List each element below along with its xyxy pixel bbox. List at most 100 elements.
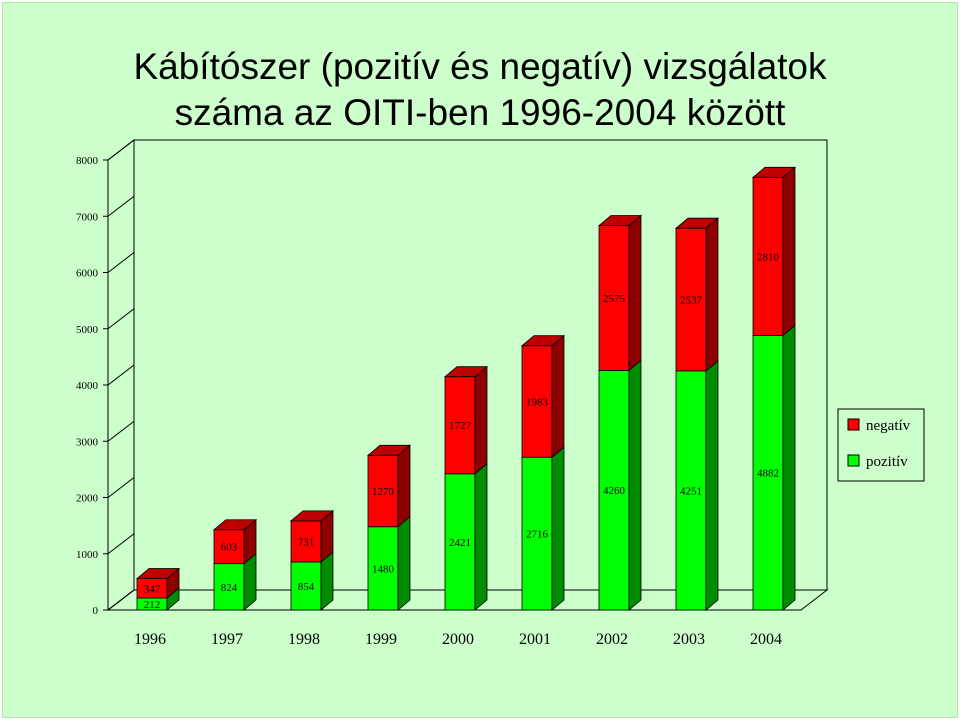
- y-tick-label: 0: [93, 605, 99, 617]
- bar-side-face: [782, 166, 796, 337]
- data-label: 603: [221, 542, 238, 554]
- bar-side-face: [551, 446, 565, 611]
- bar-front-face: [290, 561, 322, 611]
- y-gridline-diagonal: [107, 252, 135, 273]
- data-label: 4251: [680, 485, 702, 497]
- bar-segment: [598, 359, 642, 611]
- bar-segment: [674, 217, 720, 372]
- bar-segment: [597, 214, 643, 372]
- bar-top-face: [520, 335, 566, 347]
- x-tick-label: 2000: [442, 631, 474, 648]
- x-axis: 1996 1997 1998 1999 2000 2001 2002 2003 2004: [134, 631, 782, 648]
- y-tick-label: 7000: [76, 211, 99, 223]
- title-line-2: száma az OITI-ben 1996-2004 között: [174, 92, 786, 133]
- bar-top-face: [212, 519, 258, 531]
- bar-segment: [290, 551, 334, 611]
- y-gridline-diagonal: [107, 308, 135, 330]
- bar-front-face: [752, 176, 784, 336]
- legend-label: pozitív: [866, 454, 908, 470]
- bar-segment: [520, 334, 566, 459]
- data-label: 2421: [449, 537, 471, 549]
- y-gridline-diagonal: [107, 533, 135, 555]
- legend-box: [837, 408, 925, 482]
- bar-side-face: [782, 324, 796, 611]
- chart-title: Kábítószer (pozitív és negatív) vizsgála…: [0, 44, 960, 136]
- bars-layer: [135, 166, 797, 611]
- bar-front-face: [367, 454, 399, 528]
- bar-side-face: [705, 360, 719, 611]
- y-tick-label: 4000: [76, 380, 99, 392]
- x-tick-label: 2003: [673, 631, 705, 648]
- bar-top-face: [597, 215, 643, 226]
- data-label: 824: [221, 582, 238, 594]
- x-tick-label: 2004: [750, 631, 782, 648]
- data-label: 731: [298, 536, 315, 548]
- bar-front-face: [521, 345, 553, 458]
- bar-top-face: [366, 444, 412, 456]
- bar-segment: [212, 518, 258, 565]
- legend-swatch: [847, 418, 860, 431]
- y-gridline-diagonal: [107, 477, 135, 498]
- bar-side-face: [551, 334, 565, 459]
- data-label: 2575: [603, 293, 626, 305]
- bar-top-face: [674, 217, 720, 229]
- bar-front-face: [521, 456, 553, 611]
- y-gridline-diagonal: [107, 589, 135, 611]
- data-label: 347: [144, 583, 161, 595]
- x-tick-label: 1997: [211, 631, 243, 648]
- legend: negatív pozitív: [837, 408, 925, 482]
- y-tick-label: 1000: [76, 549, 99, 561]
- bar-segment: [135, 567, 181, 599]
- data-label: 1727: [449, 420, 472, 432]
- bar-top-face: [751, 166, 797, 178]
- bar-front-face: [598, 369, 630, 611]
- data-label: 2716: [526, 529, 549, 541]
- bar-side-face: [705, 217, 719, 372]
- y-tick-label: 6000: [76, 268, 99, 280]
- data-label: 212: [144, 599, 161, 611]
- bar-front-face: [444, 473, 476, 611]
- y-tick-label: 5000: [76, 324, 99, 336]
- bar-segment: [521, 446, 565, 611]
- bar-segment: [443, 365, 489, 475]
- data-label: 4882: [757, 468, 779, 480]
- y-gridline-diagonal: [107, 195, 135, 217]
- bar-segment: [752, 324, 796, 611]
- bar-front-face: [675, 227, 707, 372]
- bar-front-face: [752, 334, 784, 611]
- bar-front-face: [367, 526, 399, 611]
- legend-swatch: [847, 454, 860, 467]
- y-gridline-diagonal: [107, 420, 135, 442]
- bar-side-face: [397, 444, 411, 528]
- data-label: 2810: [757, 251, 780, 263]
- bar-top-face: [135, 568, 181, 579]
- data-label: 1270: [372, 486, 395, 498]
- bar-side-face: [474, 462, 488, 611]
- y-axis: 0 1000 2000 3000 4000 5000 6000 7000 8000: [76, 139, 135, 617]
- y-tick-label: 3000: [76, 436, 99, 448]
- data-label: 854: [298, 581, 315, 593]
- x-tick-label: 1996: [134, 631, 166, 648]
- bar-top-face: [289, 510, 335, 522]
- bar-side-face: [397, 515, 411, 611]
- legend-label: negatív: [866, 418, 911, 434]
- y-gridline-diagonal: [107, 139, 135, 161]
- data-label: 1480: [372, 563, 395, 575]
- data-labels-layer: 212 347 824 603 854 731 1480 1270 2421 1727 2716 19…: [144, 251, 780, 611]
- data-label: 2537: [680, 295, 703, 307]
- title-line-1: Kábítószer (pozitív és negatív) vizsgála…: [133, 46, 827, 87]
- bar-segment: [751, 166, 797, 337]
- x-tick-label: 1998: [288, 631, 320, 648]
- x-tick-label: 1999: [365, 631, 397, 648]
- bar-side-face: [628, 214, 642, 372]
- data-label: 4260: [603, 485, 626, 497]
- bar-segment: [675, 360, 719, 611]
- data-label: 1983: [526, 396, 549, 408]
- y-tick-label: 2000: [76, 493, 99, 505]
- x-tick-label: 2001: [519, 631, 551, 648]
- y-tick-label: 8000: [76, 155, 99, 167]
- bar-segment: [289, 509, 335, 563]
- x-tick-label: 2002: [596, 631, 628, 648]
- bar-segment: [444, 462, 488, 611]
